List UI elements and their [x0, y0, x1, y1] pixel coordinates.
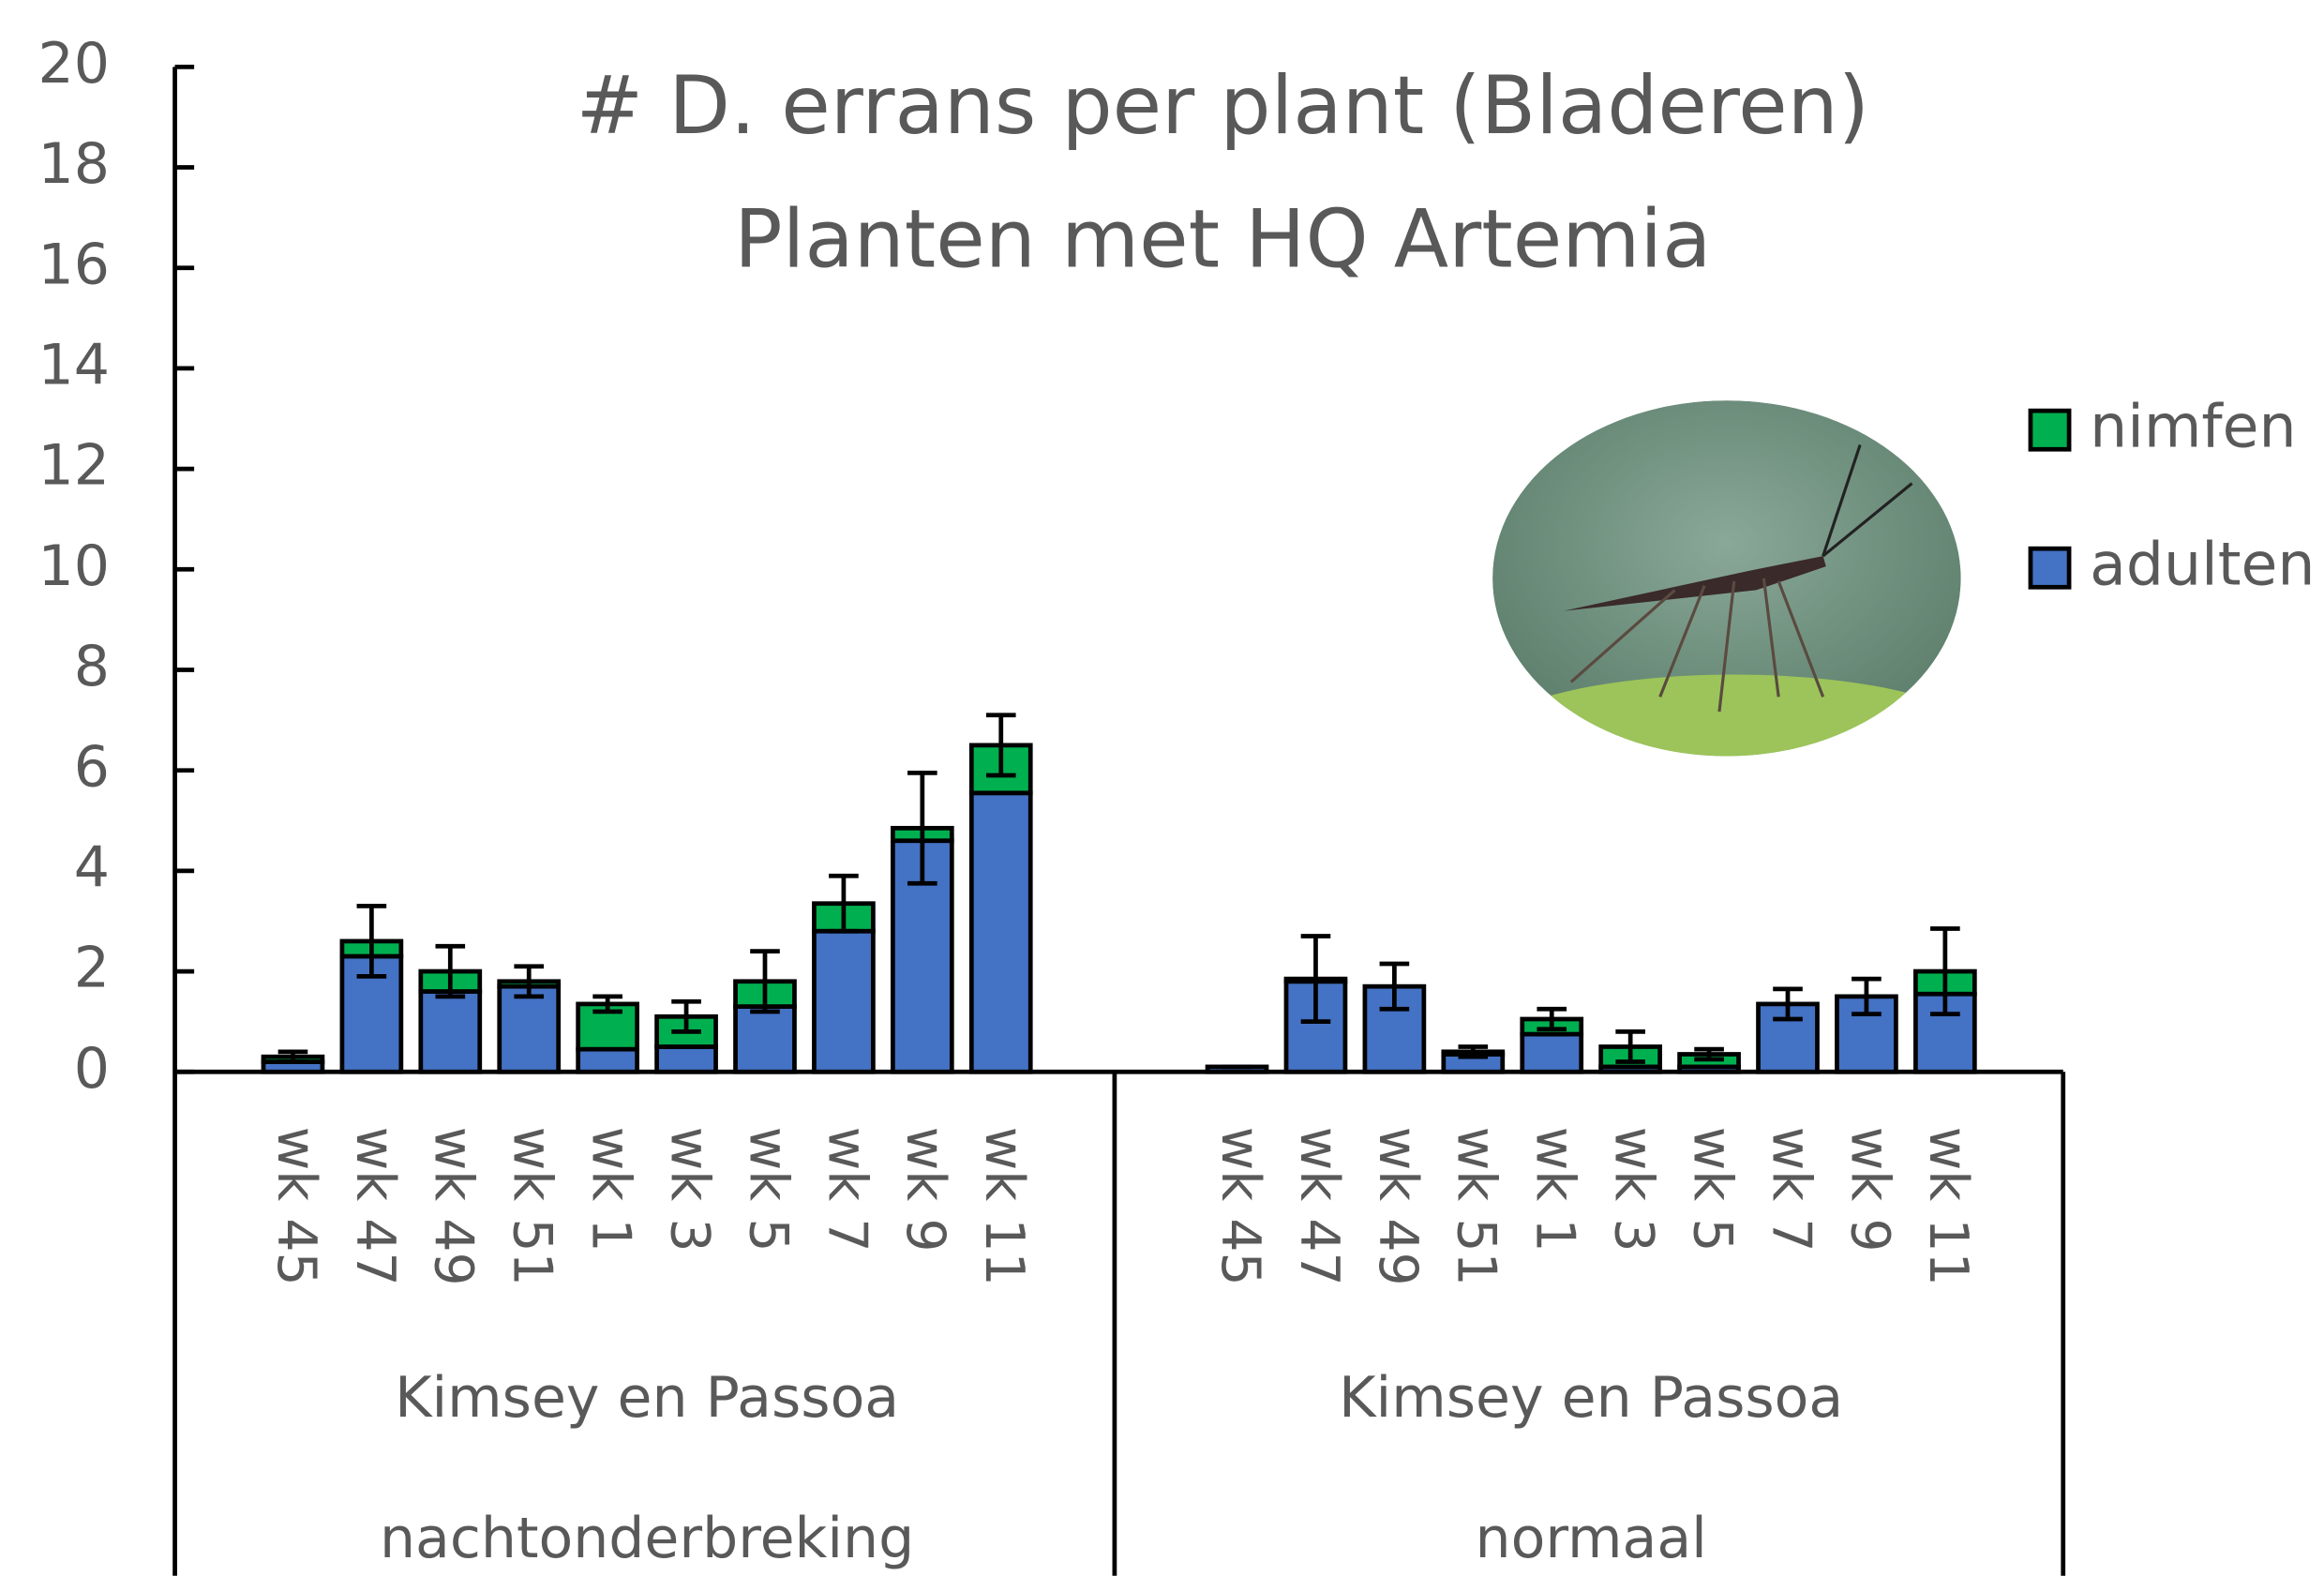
x-tick-label: wk 1 [1524, 1127, 1586, 1253]
x-tick-label: wk 9 [1838, 1127, 1900, 1253]
group-label: Kimsey en Passoa [395, 1365, 899, 1431]
y-tick-label: 16 [38, 232, 110, 297]
chart-title: # D. errans per plant (Bladeren) [577, 60, 1869, 153]
y-tick-label: 12 [38, 433, 110, 499]
x-tick-label: wk 51 [1446, 1127, 1507, 1286]
x-tick-label: wk 3 [1603, 1127, 1665, 1253]
page: {"chart_data": {"type": "stacked-bar", "… [0, 0, 2324, 1576]
x-tick-label: wk 47 [1288, 1127, 1350, 1286]
x-tick-label: wk 11 [973, 1127, 1035, 1286]
y-tick-label: 14 [38, 333, 110, 398]
legend-label: adulten [2090, 529, 2315, 598]
x-tick-label: wk 45 [1209, 1127, 1271, 1286]
y-tick-label: 0 [74, 1036, 110, 1102]
group-label: normaal [1476, 1506, 1707, 1571]
legend-swatch [2031, 548, 2069, 587]
x-tick-label: wk 11 [1917, 1127, 1979, 1286]
x-tick-label: wk 47 [344, 1127, 406, 1286]
y-tick-label: 10 [38, 533, 110, 599]
chart-subtitle: Planten met HQ Artemia [734, 193, 1711, 286]
y-tick-label: 20 [38, 31, 110, 97]
bar-segment [814, 931, 873, 1072]
x-tick-label: wk 45 [265, 1127, 327, 1286]
bar-segment [971, 793, 1030, 1072]
bar-segment [1522, 1034, 1582, 1072]
x-tick-label: wk 7 [1760, 1127, 1822, 1253]
x-tick-label: wk 5 [1681, 1127, 1743, 1253]
bar-segment [421, 992, 480, 1073]
bar-segment [736, 1007, 795, 1073]
group-label: nachtonderbreking [380, 1506, 914, 1571]
legend-label: nimfen [2090, 391, 2296, 460]
x-tick-label: wk 49 [423, 1127, 485, 1286]
x-tick-label: wk 9 [894, 1127, 956, 1253]
group-label: Kimsey en Passoa [1339, 1365, 1843, 1431]
y-tick-label: 6 [74, 734, 110, 800]
y-tick-label: 18 [38, 131, 110, 197]
x-tick-label: wk 1 [580, 1127, 642, 1253]
chart: # D. errans per plant (Bladeren) Planten… [0, 0, 2324, 1576]
y-tick-label: 4 [74, 834, 110, 900]
x-tick-label: wk 7 [816, 1127, 877, 1253]
x-tick-label: wk 51 [502, 1127, 563, 1286]
legend-swatch [2031, 411, 2069, 449]
bar-segment [578, 1049, 637, 1072]
x-tick-label: wk 3 [658, 1127, 720, 1253]
bar-segment [657, 1046, 716, 1072]
y-tick-label: 2 [74, 936, 110, 1001]
photo [1482, 400, 1987, 808]
bar-segment [500, 986, 559, 1072]
y-tick-label: 8 [74, 634, 110, 699]
x-tick-label: wk 5 [737, 1127, 799, 1253]
x-tick-label: wk 49 [1367, 1127, 1429, 1286]
